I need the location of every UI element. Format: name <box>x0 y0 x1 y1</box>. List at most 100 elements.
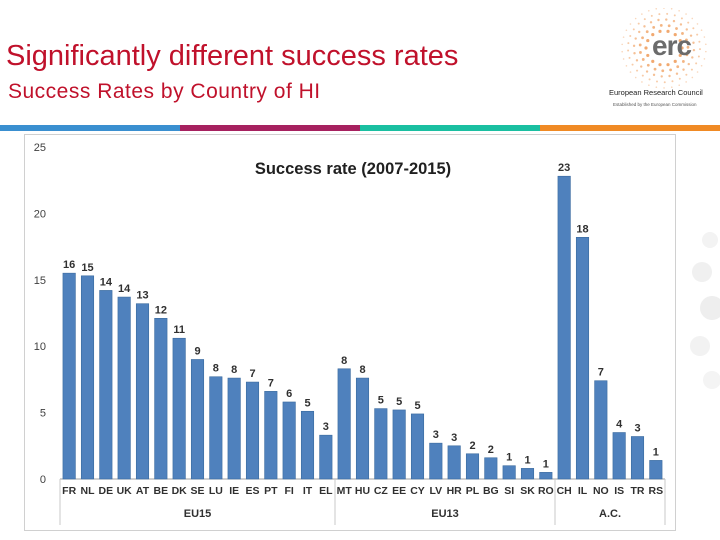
logo-dot <box>700 64 703 67</box>
logo-dot <box>631 63 634 66</box>
logo-dot <box>695 62 698 65</box>
logo-dot <box>678 53 682 58</box>
logo-dot <box>627 42 630 45</box>
logo-dot <box>678 77 681 80</box>
logo-dot <box>696 23 699 25</box>
logo-dot <box>678 38 682 43</box>
logo-dot <box>685 81 687 83</box>
bar-BG <box>484 457 498 480</box>
bar-IE <box>227 377 241 480</box>
logo-dot <box>697 55 700 58</box>
bar-UK <box>117 296 131 480</box>
logo-dot <box>655 86 658 89</box>
category-label-SK: SK <box>520 485 535 497</box>
logo-dot <box>622 58 625 60</box>
logo-dot <box>666 63 670 67</box>
data-label-UK: 14 <box>118 283 131 295</box>
category-label-NO: NO <box>593 485 609 497</box>
logo-dot <box>687 21 690 24</box>
logo-dot <box>639 51 642 54</box>
category-label-FR: FR <box>62 485 76 497</box>
data-label-MT: 8 <box>341 355 347 367</box>
logo-dot <box>669 68 673 72</box>
logo-dot <box>658 29 662 33</box>
erc-logo-mark: erc <box>652 30 692 61</box>
logo-dot <box>705 43 707 46</box>
data-label-DK: 11 <box>173 324 185 336</box>
logo-dot <box>663 81 666 84</box>
category-label-TR: TR <box>631 485 645 497</box>
data-label-PT: 7 <box>268 377 274 389</box>
color-stripe-1 <box>0 125 180 131</box>
logo-dot <box>641 58 645 61</box>
color-stripe-2 <box>180 125 360 131</box>
logo-dot <box>698 48 701 51</box>
logo-dot <box>685 38 688 42</box>
logo-dot <box>625 29 628 32</box>
category-label-CZ: CZ <box>374 485 389 497</box>
logo-dot <box>646 38 650 43</box>
logo-dot <box>661 69 665 73</box>
bar-RS <box>649 460 663 480</box>
logo-dot <box>648 78 651 81</box>
bar-FI <box>282 401 296 480</box>
logo-dot <box>685 73 688 76</box>
logo-dot <box>687 62 690 66</box>
bar-IT <box>300 410 315 480</box>
bar-DK <box>172 337 186 480</box>
logo-dot <box>663 8 665 9</box>
logo-dot <box>643 18 646 21</box>
data-label-SK: 1 <box>524 454 530 466</box>
logo-dot <box>638 43 642 47</box>
data-label-EL: 3 <box>323 421 329 433</box>
group-label-EU15: EU15 <box>184 508 212 520</box>
logo-dot <box>691 56 694 59</box>
data-label-AT: 13 <box>136 290 148 302</box>
logo-dot <box>629 71 632 73</box>
bar-FR <box>62 272 76 480</box>
bar-HR <box>447 445 461 480</box>
logo-dot <box>692 41 695 44</box>
logo-dot <box>633 52 636 55</box>
bar-HU <box>355 377 370 480</box>
logo-dot <box>667 24 671 28</box>
bar-CY <box>410 413 425 480</box>
category-label-EL: EL <box>319 485 333 497</box>
y-tick-label: 5 <box>40 408 46 420</box>
logo-dot <box>660 75 663 78</box>
logo-dot <box>705 50 707 53</box>
logo-dot <box>650 14 653 17</box>
category-label-CY: CY <box>410 485 425 497</box>
data-label-BE: 12 <box>155 304 167 316</box>
logo-dot <box>646 63 650 67</box>
logo-dot <box>692 48 696 52</box>
slide-title: Significantly different success rates <box>6 40 459 72</box>
logo-dot <box>665 18 668 21</box>
category-label-HU: HU <box>355 485 370 497</box>
logo-dot <box>634 76 637 79</box>
chart-container: 0 5 10 15 20 25 Success rate (2007-2015) 16 FR 15… <box>24 134 676 531</box>
logo-dot <box>643 25 646 28</box>
logo-dot <box>675 27 678 30</box>
category-label-SE: SE <box>190 485 204 497</box>
logo-dot <box>691 76 694 79</box>
data-label-LV: 3 <box>433 429 439 441</box>
logo-dot <box>652 73 656 77</box>
slide-subtitle: Success Rates by Country of HI <box>8 80 321 103</box>
logo-dot <box>659 23 663 27</box>
bar-BE <box>154 318 168 480</box>
data-label-EE: 5 <box>396 396 402 408</box>
logo-dot <box>622 36 625 38</box>
logo-dot <box>651 59 655 63</box>
logo-dot <box>648 84 650 87</box>
logo-dot <box>627 49 630 52</box>
logo-dot <box>673 59 677 63</box>
logo-dot <box>663 87 665 89</box>
logo-dot <box>673 14 676 17</box>
logo-dot <box>696 71 699 73</box>
bar-IS <box>612 432 626 480</box>
bar-IL <box>575 237 590 480</box>
category-label-IL: IL <box>578 485 588 497</box>
bar-AT <box>135 303 150 480</box>
data-label-FR: 16 <box>63 259 75 271</box>
